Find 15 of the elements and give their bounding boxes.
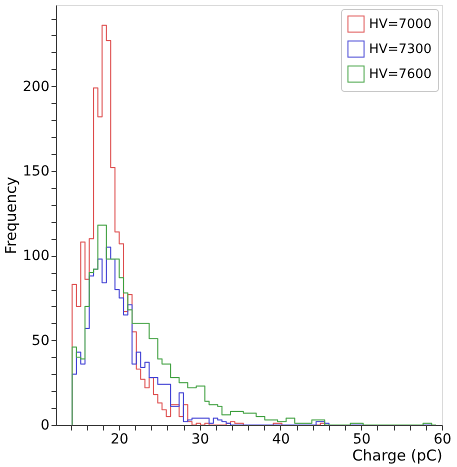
y-tick-label: 200	[22, 78, 50, 95]
y-tick-label: 50	[32, 332, 50, 349]
x-tick-label: 30	[191, 432, 210, 448]
y-tick-label: 150	[22, 163, 50, 180]
legend-label: HV=7000	[369, 17, 432, 32]
y-tick-label: 0	[40, 418, 50, 434]
legend-label: HV=7300	[369, 42, 432, 57]
x-axis-title: Charge (pC)	[352, 446, 442, 464]
x-tick-label: 50	[352, 432, 371, 448]
x-tick-label: 20	[110, 432, 128, 448]
x-tick-label: 60	[434, 432, 452, 448]
y-tick-label: 100	[22, 248, 50, 264]
legend-label: HV=7600	[369, 67, 432, 82]
x-tick-label: 40	[272, 432, 290, 448]
y-axis-title: Frequency	[2, 176, 20, 254]
